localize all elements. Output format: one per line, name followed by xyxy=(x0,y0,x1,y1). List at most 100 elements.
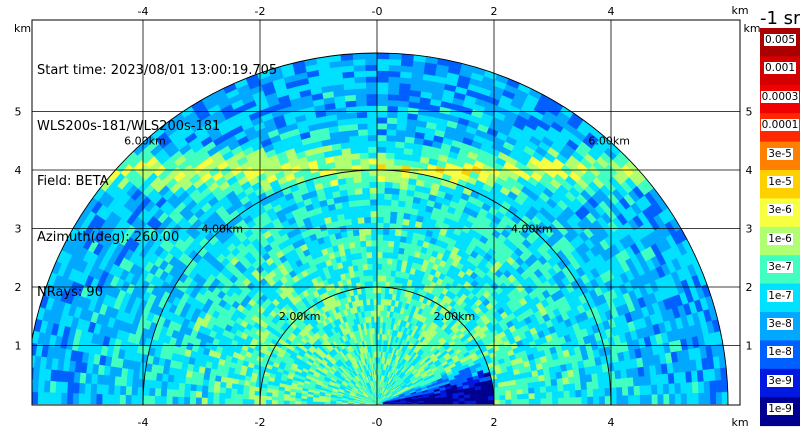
data-cell xyxy=(528,392,536,399)
data-cell xyxy=(397,94,410,102)
data-cell xyxy=(367,140,378,148)
data-cell xyxy=(481,399,489,405)
data-cell xyxy=(386,128,397,136)
data-cell xyxy=(376,234,384,241)
data-cell xyxy=(353,240,361,248)
data-cell xyxy=(376,210,384,218)
data-cell xyxy=(348,200,357,208)
data-cell xyxy=(568,382,576,391)
data-cell xyxy=(638,375,646,386)
data-cell xyxy=(674,382,682,394)
data-cell xyxy=(366,111,378,118)
data-cell xyxy=(383,193,392,200)
data-cell xyxy=(534,392,541,399)
data-cell xyxy=(557,397,565,405)
data-cell xyxy=(384,181,393,189)
data-cell xyxy=(533,386,541,394)
data-cell xyxy=(384,187,393,195)
data-cell xyxy=(598,395,606,405)
data-cell xyxy=(386,252,394,259)
data-cell xyxy=(358,140,369,148)
data-cell xyxy=(352,52,366,60)
data-cell xyxy=(487,399,495,405)
data-cell xyxy=(350,152,361,160)
data-cell xyxy=(517,398,524,405)
data-cell xyxy=(376,152,387,159)
data-cell xyxy=(364,52,378,60)
data-cell xyxy=(383,304,388,312)
data-cell xyxy=(657,393,664,405)
data-cell xyxy=(376,222,384,229)
data-cell xyxy=(354,82,367,90)
data-cell xyxy=(505,399,512,405)
data-cell xyxy=(470,396,477,401)
data-cell xyxy=(569,389,577,398)
data-cell xyxy=(391,258,398,266)
data-cell xyxy=(376,52,390,60)
data-cell xyxy=(364,222,372,230)
data-cell xyxy=(622,394,629,405)
data-cell xyxy=(361,257,368,265)
data-cell xyxy=(366,99,378,107)
data-cell xyxy=(452,400,460,405)
data-cell xyxy=(376,82,389,89)
data-cell xyxy=(662,383,670,395)
data-cell xyxy=(368,158,378,165)
data-cell xyxy=(668,382,676,395)
data-cell xyxy=(592,388,600,397)
data-cell xyxy=(651,393,659,405)
data-cell xyxy=(367,128,378,136)
data-cell xyxy=(349,205,358,214)
data-cell xyxy=(367,269,373,276)
data-cell xyxy=(370,210,378,218)
data-cell xyxy=(395,129,406,137)
data-cell xyxy=(376,269,382,276)
data-cell xyxy=(527,381,535,389)
data-cell xyxy=(396,205,405,214)
data-cell xyxy=(355,252,362,260)
data-cell xyxy=(398,194,407,202)
data-cell xyxy=(393,235,401,243)
data-cell xyxy=(389,211,398,219)
data-cell xyxy=(592,380,600,390)
data-cell xyxy=(368,181,378,188)
data-cell xyxy=(372,286,378,294)
data-cell xyxy=(395,135,406,143)
data-cell xyxy=(557,390,565,398)
data-cell xyxy=(376,134,387,142)
data-cell xyxy=(621,377,629,388)
data-cell xyxy=(704,392,711,405)
data-cell xyxy=(574,382,582,391)
data-cell xyxy=(365,240,372,247)
data-cells xyxy=(32,52,729,405)
data-cell xyxy=(533,380,541,388)
data-cell xyxy=(376,105,388,112)
data-cell xyxy=(369,193,378,200)
data-cell xyxy=(370,228,378,235)
data-cell xyxy=(627,385,635,396)
data-cell xyxy=(359,158,369,165)
data-cell xyxy=(376,257,383,264)
data-cell xyxy=(644,375,652,386)
data-cell xyxy=(656,373,664,385)
data-cell xyxy=(396,211,405,219)
data-cell xyxy=(381,263,388,271)
data-cell xyxy=(369,298,374,306)
data-cell xyxy=(604,387,612,397)
data-cell xyxy=(376,245,383,253)
data-cell xyxy=(538,380,546,388)
data-cell xyxy=(353,76,367,84)
data-cell xyxy=(357,134,369,142)
data-cell xyxy=(372,275,378,282)
data-cell xyxy=(397,200,406,208)
data-cell xyxy=(376,193,385,200)
data-cell xyxy=(360,246,367,253)
data-cell xyxy=(371,257,378,264)
data-cell xyxy=(510,389,518,395)
data-cell xyxy=(368,175,378,183)
data-cell xyxy=(639,394,647,405)
data-cell xyxy=(376,146,387,153)
data-cell xyxy=(528,387,535,394)
data-cell xyxy=(563,390,571,398)
